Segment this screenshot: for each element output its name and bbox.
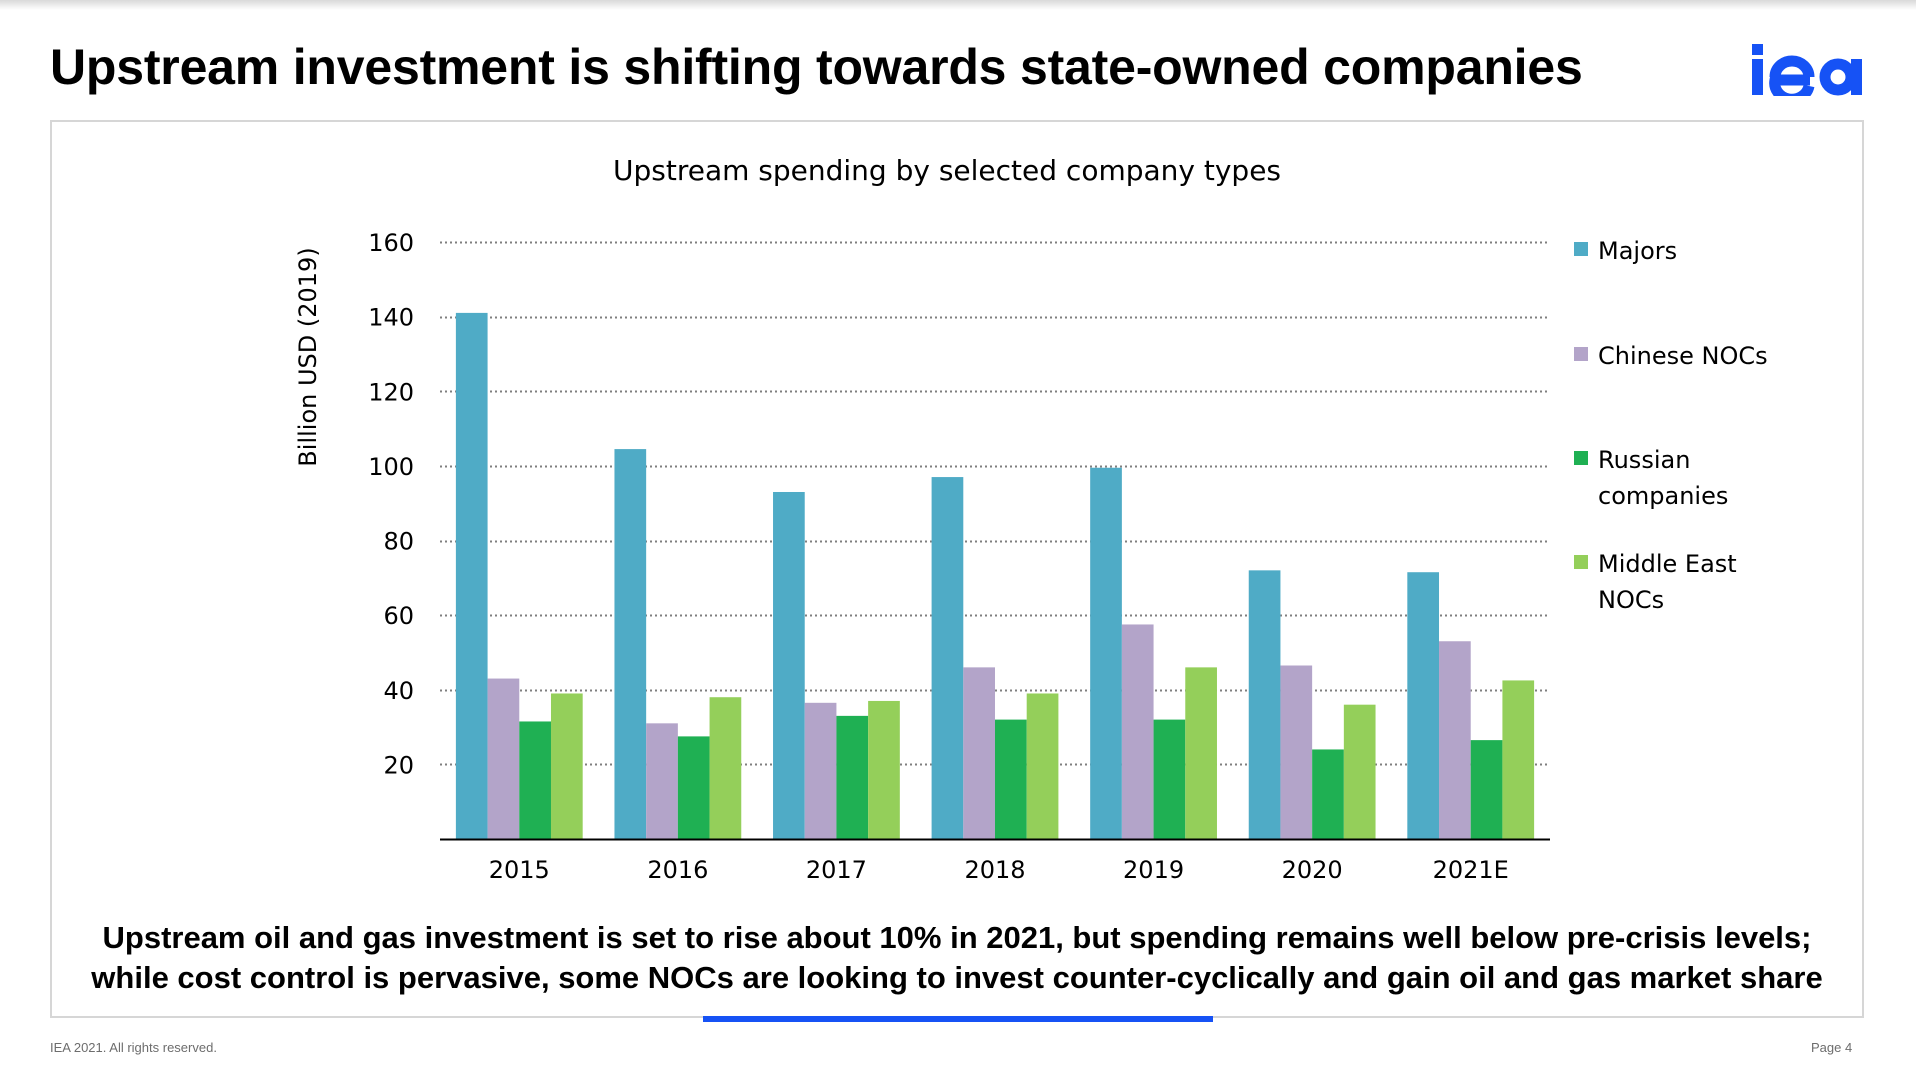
caption-line-1: Upstream oil and gas investment is set t… [102,920,1812,955]
iea-logo [1752,44,1868,105]
y-tick-label-160: 160 [368,229,414,257]
bar-majors-2021e [1407,572,1440,839]
bar-chinese-nocs-2021e [1439,641,1471,839]
footer-page-number: Page 4 [1811,1040,1853,1055]
y-tick-label-80: 80 [383,528,414,556]
bar-chinese-nocs-2016 [646,723,678,839]
legend-label-russian-companies-2: companies [1598,482,1728,510]
x-tick-labels: 2015 2016 2017 2018 2019 2020 2021E [489,856,1509,884]
legend: Majors Chinese NOCs Russian companies Middle… [1574,237,1768,614]
y-tick-label-40: 40 [383,677,414,705]
legend-label-majors: Majors [1598,237,1677,265]
bar-majors-2019 [1090,467,1122,839]
top-shadow [0,0,1916,10]
legend-swatch-majors [1574,242,1588,256]
y-tick-labels: 20 40 60 80 100 120 140 160 [368,229,414,779]
caption: Upstream oil and gas investment is set t… [52,918,1862,998]
legend-label-middle-east-nocs-2: NOCs [1598,586,1664,614]
x-tick-label-2021e: 2021E [1433,856,1509,884]
bar-middle-east-nocs-2016 [709,697,742,839]
bar-majors-2015 [455,312,488,839]
legend-label-middle-east-nocs-1: Middle East [1598,550,1737,578]
bar-middle-east-nocs-2021e [1502,680,1535,839]
bar-russian-companies-2020 [1312,749,1344,839]
x-tick-label-2019: 2019 [1123,856,1184,884]
legend-swatch-russian-companies [1574,451,1588,465]
x-tick-label-2017: 2017 [806,856,867,884]
bar-chinese-nocs-2018 [963,667,995,839]
bar-majors-2020 [1248,570,1281,839]
legend-swatch-middle-east-nocs [1574,555,1588,569]
accent-bar [703,1016,1213,1022]
bar-majors-2016 [614,449,647,839]
bar-russian-companies-2021e [1470,740,1503,839]
footer-copyright: IEA 2021. All rights reserved. [50,1040,217,1055]
caption-line-2: while cost control is pervasive, some NO… [91,960,1823,995]
x-tick-label-2020: 2020 [1282,856,1343,884]
y-tick-label-20: 20 [383,751,414,779]
y-tick-label-120: 120 [368,378,414,406]
x-tick-label-2015: 2015 [489,856,550,884]
legend-swatch-chinese-nocs [1574,347,1588,361]
bar-middle-east-nocs-2015 [550,693,583,839]
y-tick-label-100: 100 [368,453,414,481]
bar-russian-companies-2018 [995,719,1027,839]
bar-majors-2018 [931,477,964,839]
slide-title: Upstream investment is shifting towards … [50,39,1583,95]
bar-middle-east-nocs-2017 [868,700,900,839]
bars [455,312,1535,839]
bar-middle-east-nocs-2020 [1343,704,1376,839]
y-tick-label-140: 140 [368,304,414,332]
bar-middle-east-nocs-2018 [1026,693,1059,839]
bar-chinese-nocs-2015 [487,678,520,839]
bar-russian-companies-2017 [836,715,869,839]
bar-russian-companies-2016 [677,736,710,839]
bar-russian-companies-2019 [1153,719,1186,839]
bar-chinese-nocs-2019 [1121,624,1154,839]
y-tick-label-60: 60 [383,602,414,630]
legend-label-russian-companies-1: Russian [1598,446,1690,474]
bar-chinese-nocs-2017 [804,702,837,839]
bar-russian-companies-2015 [519,721,551,839]
chart-title: Upstream spending by selected company ty… [613,154,1281,187]
x-tick-label-2018: 2018 [964,856,1025,884]
y-axis-label: Billion USD (2019) [294,247,322,466]
legend-label-chinese-nocs: Chinese NOCs [1598,342,1768,370]
bar-chinese-nocs-2020 [1280,665,1313,839]
bar-middle-east-nocs-2019 [1185,667,1217,839]
x-tick-label-2016: 2016 [647,856,708,884]
bar-majors-2017 [773,491,805,839]
